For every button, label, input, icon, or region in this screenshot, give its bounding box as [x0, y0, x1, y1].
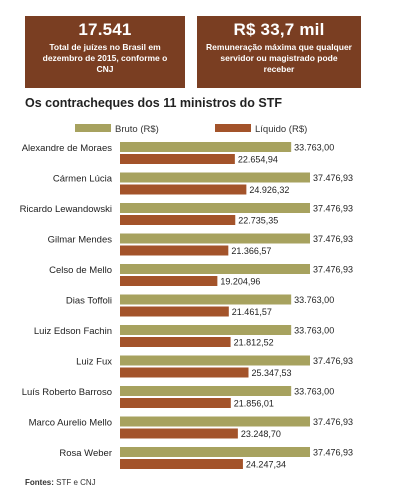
source-text: STF e CNJ [56, 478, 96, 487]
source-note: Fontes: STF e CNJ [25, 478, 96, 487]
bruto-bar [120, 264, 310, 274]
bruto-bar [120, 416, 310, 427]
category-label: Alexandre de Moraes [22, 143, 113, 154]
category-label: Ricardo Lewandowski [20, 204, 112, 215]
salary-cap-value: R$ 33,7 mil [233, 20, 325, 39]
bruto-value-label: 37.476,93 [313, 356, 353, 366]
salary-cap-description: Remuneração máxima que qualquer servidor… [206, 42, 352, 74]
bruto-bar [120, 386, 292, 396]
liquido-bar [120, 306, 229, 317]
bruto-bar [120, 203, 310, 213]
category-label: Gilmar Mendes [48, 235, 113, 246]
category-label: Marco Aurelio Mello [29, 418, 112, 429]
liquido-value-label: 25.347,53 [252, 368, 292, 378]
liquido-value-label: 24.247,34 [246, 460, 286, 470]
liquido-bar [120, 154, 235, 164]
category-label: Celso de Mello [49, 265, 112, 276]
liquido-bar [120, 184, 247, 195]
bruto-value-label: 37.476,93 [313, 417, 353, 427]
judges-count-description: Total de juízes no Brasil em dezembro de… [42, 42, 168, 74]
liquido-value-label: 21.812,52 [234, 338, 274, 348]
bruto-bar [120, 294, 292, 305]
bruto-value-label: 37.476,93 [313, 234, 353, 244]
legend-swatch-0 [75, 124, 111, 132]
bruto-value-label: 37.476,93 [313, 173, 353, 183]
category-label: Luiz Edson Fachin [34, 326, 112, 337]
bruto-bar [120, 233, 310, 244]
liquido-value-label: 21.461,57 [232, 307, 272, 317]
legend-swatch-1 [215, 124, 251, 132]
legend-label-1: Líquido (R$) [255, 124, 307, 135]
liquido-value-label: 19.204,96 [220, 277, 260, 287]
bruto-bar [120, 172, 310, 183]
source-label: Fontes: [25, 478, 54, 487]
liquido-bar [120, 245, 229, 256]
liquido-bar [120, 428, 238, 439]
category-label: Rosa Weber [59, 448, 112, 459]
bruto-value-label: 37.476,93 [313, 448, 353, 458]
bruto-bar [120, 142, 292, 152]
bruto-bar [120, 447, 310, 457]
category-label: Cármen Lúcia [53, 174, 113, 185]
liquido-bar [120, 367, 249, 378]
legend-label-0: Bruto (R$) [115, 124, 159, 135]
liquido-bar [120, 276, 218, 286]
liquido-value-label: 22.735,35 [238, 216, 278, 226]
liquido-value-label: 23.248,70 [241, 429, 281, 439]
liquido-value-label: 24.926,32 [249, 185, 289, 195]
liquido-bar [120, 459, 243, 469]
liquido-value-label: 21.366,57 [231, 246, 271, 256]
judges-stat-box: 17.541 Total de juízes no Brasil em deze… [25, 16, 185, 88]
salary-cap-stat-box: R$ 33,7 mil Remuneração máxima que qualq… [197, 16, 361, 88]
liquido-value-label: 21.856,01 [234, 399, 274, 409]
bruto-value-label: 37.476,93 [313, 204, 353, 214]
judges-count: 17.541 [78, 20, 132, 39]
bruto-value-label: 33.763,00 [294, 295, 334, 305]
category-label: Luís Roberto Barroso [22, 387, 112, 398]
category-label: Dias Toffoli [66, 296, 112, 307]
liquido-bar [120, 398, 231, 408]
liquido-bar [120, 337, 231, 347]
chart-title: Os contracheques dos 11 ministros do STF [25, 96, 283, 110]
bruto-value-label: 33.763,00 [294, 326, 334, 336]
bruto-bar [120, 355, 310, 366]
bruto-value-label: 33.763,00 [294, 387, 334, 397]
bruto-bar [120, 325, 292, 335]
liquido-value-label: 22.654,94 [238, 155, 278, 165]
bruto-value-label: 33.763,00 [294, 143, 334, 153]
liquido-bar [120, 215, 236, 225]
category-label: Luiz Fux [76, 357, 112, 368]
bruto-value-label: 37.476,93 [313, 265, 353, 275]
